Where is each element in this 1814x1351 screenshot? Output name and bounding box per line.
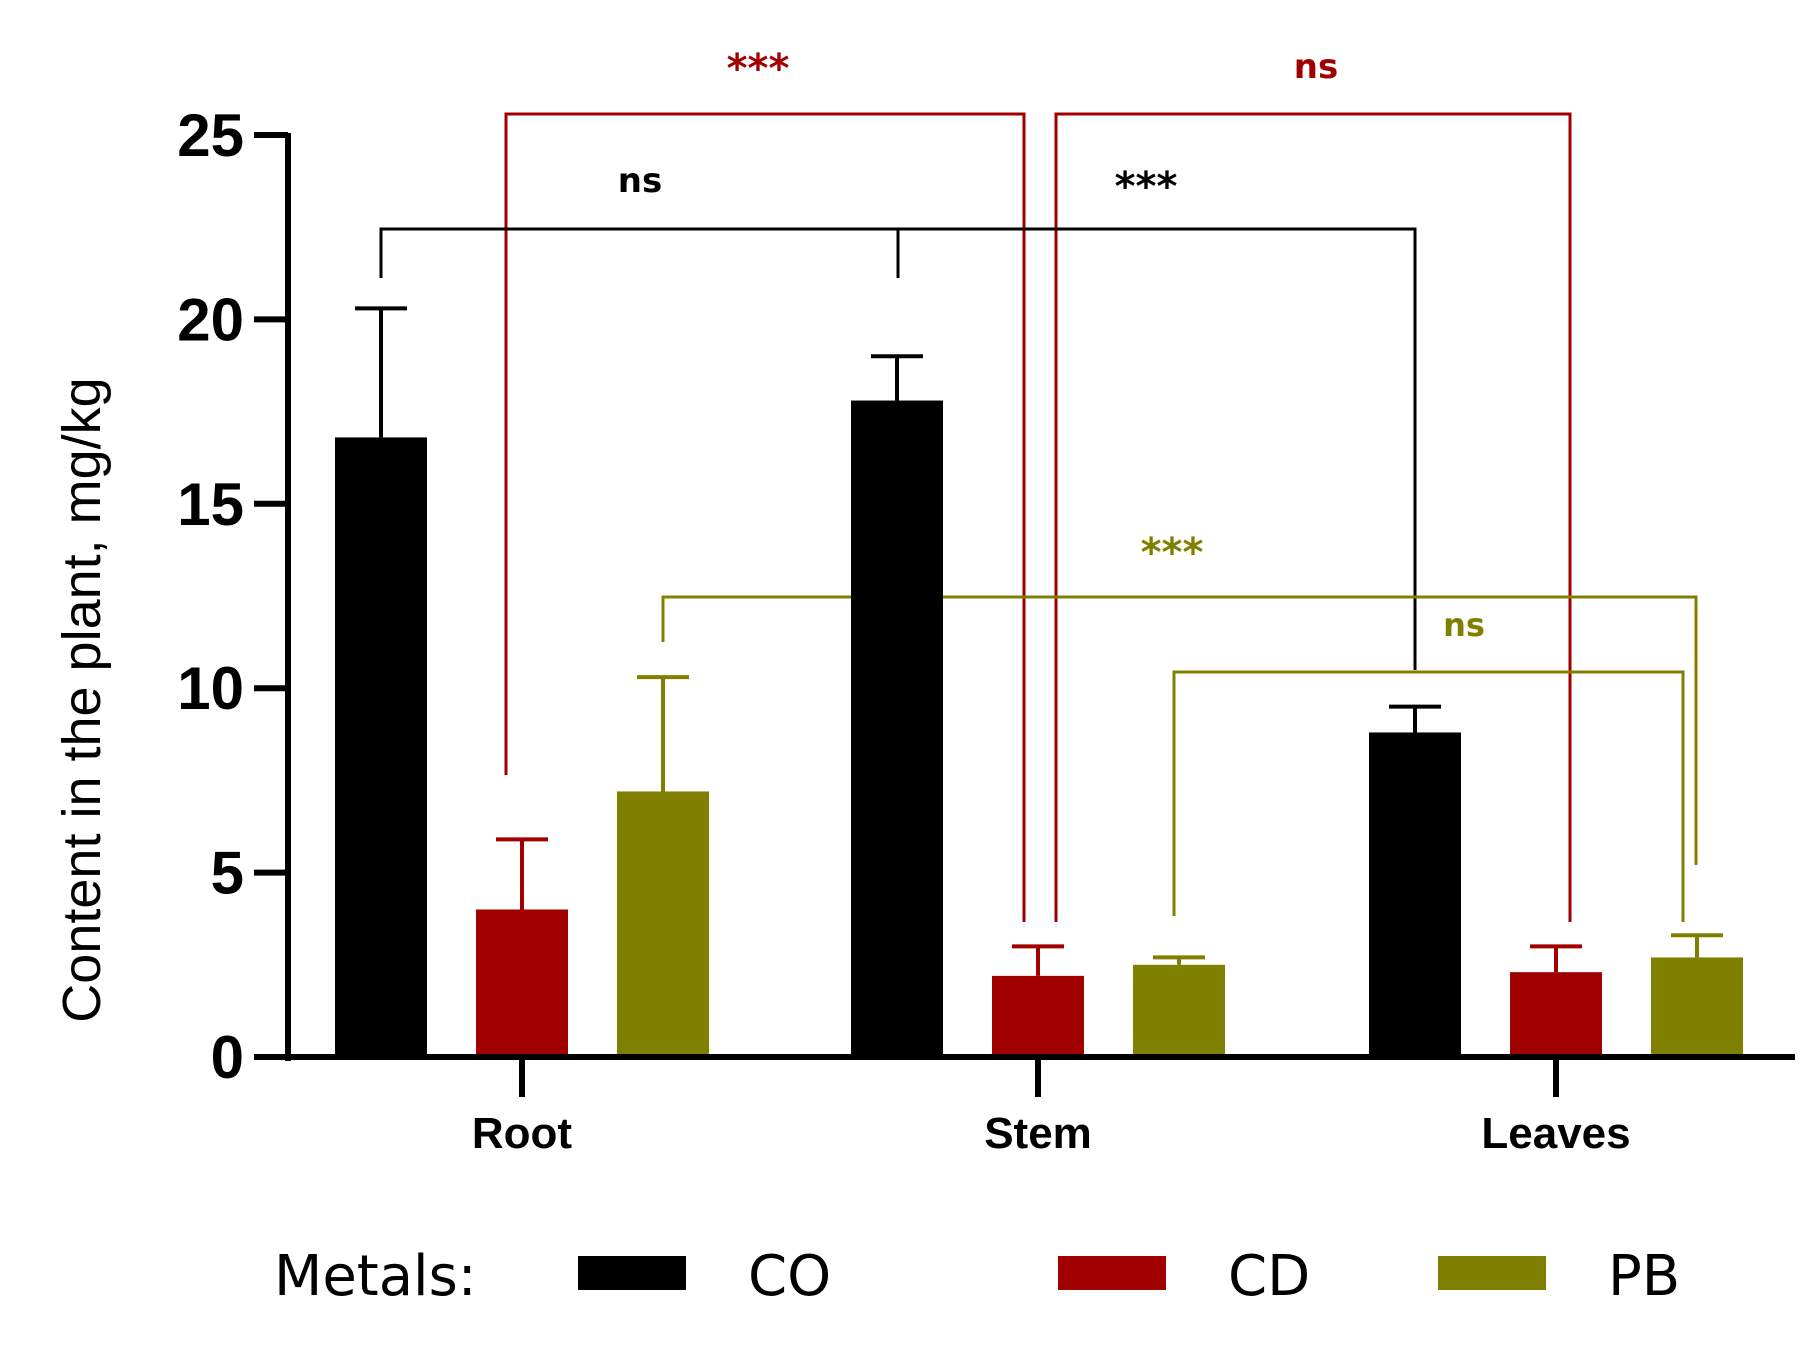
x-tick-label-root: Root xyxy=(472,1109,573,1158)
significance-bracket-cd-stem-leaves: ns xyxy=(1054,47,1572,922)
axes: 0 5 10 15 20 25 Root Stem Leaves xyxy=(177,102,1795,1158)
bracket-line xyxy=(1172,670,1685,922)
bar-co-stem xyxy=(851,400,943,1057)
significance-bracket-pb-root-leaves: *** xyxy=(661,530,1698,865)
legend: Metals: CO CD PB xyxy=(274,1244,1680,1309)
significance-bracket-co-root-stem: ns xyxy=(379,161,900,278)
bar-co-root xyxy=(335,437,427,1057)
bar-pb-stem xyxy=(1133,964,1225,1057)
significance-label: ns xyxy=(1294,47,1338,87)
y-tick-label-0: 0 xyxy=(211,1024,244,1091)
significance-bracket-pb-stem-leaves: ns xyxy=(1172,606,1685,922)
bar-cd-leaves xyxy=(1510,972,1602,1057)
y-axis-label: Content in the plant, mg/kg xyxy=(52,377,112,1022)
bracket-line xyxy=(504,112,1026,922)
bracket-line xyxy=(661,595,1698,865)
legend-swatch-cd xyxy=(1058,1256,1166,1290)
error-bar-cd-root xyxy=(496,837,548,910)
y-tick-label-15: 15 xyxy=(177,471,244,538)
bracket-line xyxy=(379,227,900,278)
significance-label: ns xyxy=(1443,606,1485,644)
error-bar-pb-root xyxy=(637,675,689,792)
y-tick-label-5: 5 xyxy=(211,840,244,907)
x-tick-label-leaves: Leaves xyxy=(1481,1109,1630,1158)
legend-label-co: CO xyxy=(748,1244,831,1309)
error-bar-cd-stem xyxy=(1012,944,1064,976)
y-tick-label-10: 10 xyxy=(177,655,244,722)
error-bar-pb-leaves xyxy=(1671,933,1723,958)
y-tick-label-20: 20 xyxy=(177,286,244,353)
legend-title: Metals: xyxy=(274,1244,477,1309)
bar-pb-root xyxy=(617,791,709,1057)
significance-label: *** xyxy=(727,46,790,92)
significance-bracket-cd-root-stem: *** xyxy=(504,46,1026,922)
significance-label: *** xyxy=(1115,164,1178,210)
legend-swatch-co xyxy=(578,1256,686,1290)
y-tick-label-25: 25 xyxy=(177,102,244,169)
error-bar-co-stem xyxy=(871,354,923,401)
legend-label-pb: PB xyxy=(1608,1244,1680,1309)
bar-co-leaves xyxy=(1369,732,1461,1057)
error-bar-co-root xyxy=(355,306,407,438)
error-bar-pb-stem xyxy=(1153,955,1205,965)
significance-brackets: *** ns ns *** *** ns xyxy=(379,46,1698,922)
significance-bracket-co-stem-leaves: *** xyxy=(896,164,1417,670)
bracket-line xyxy=(896,227,1417,670)
bar-pb-leaves xyxy=(1651,957,1743,1057)
error-bar-cd-leaves xyxy=(1530,944,1582,973)
bar-cd-root xyxy=(476,909,568,1057)
bar-cd-stem xyxy=(992,975,1084,1057)
significance-label: ns xyxy=(618,161,662,201)
bracket-line xyxy=(1054,112,1572,922)
error-bar-co-leaves xyxy=(1389,704,1441,733)
bars xyxy=(335,306,1743,1057)
x-tick-label-stem: Stem xyxy=(984,1109,1092,1158)
legend-label-cd: CD xyxy=(1228,1244,1310,1309)
significance-label: *** xyxy=(1141,530,1204,576)
legend-swatch-pb xyxy=(1438,1256,1546,1290)
